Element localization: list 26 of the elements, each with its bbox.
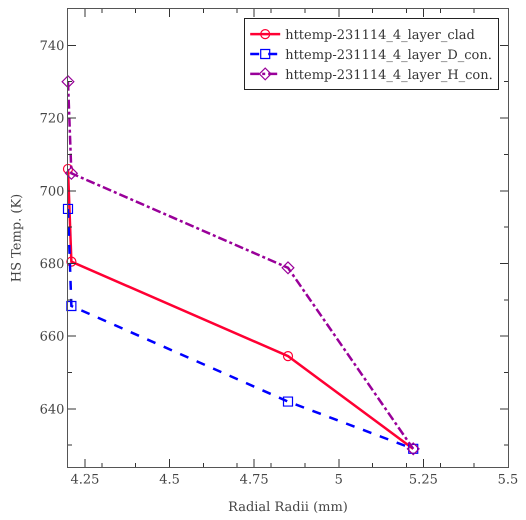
x-tick-label: 5 — [334, 472, 343, 488]
legend-label: httemp-231114_4_layer_D_con. — [285, 48, 492, 64]
point — [62, 164, 74, 174]
point — [282, 351, 294, 362]
y-axis-title: HS Temp. (K) — [10, 194, 25, 282]
point — [282, 261, 294, 274]
point — [66, 300, 76, 312]
x-tick-label: 4.5 — [159, 472, 180, 488]
y-tick-label: 740 — [40, 38, 64, 54]
legend-label: httemp-231114_4_layer_H_con. — [285, 68, 493, 83]
point — [62, 204, 74, 214]
point — [66, 256, 76, 267]
x-axis-title: Radial Radii (mm) — [228, 500, 348, 516]
y-tick-label: 720 — [40, 112, 64, 127]
x-tick-label: 5.25 — [408, 472, 438, 488]
x-tick-label: 4.25 — [70, 472, 100, 488]
point — [64, 166, 78, 180]
point — [282, 396, 294, 407]
x-tick-label: 5.5 — [498, 472, 518, 488]
x-tick-label: 4.75 — [240, 472, 269, 488]
point — [62, 75, 74, 88]
y-tick-label: 700 — [40, 184, 64, 200]
y-tick-label: 640 — [40, 402, 64, 418]
y-tick-label: 660 — [40, 330, 64, 345]
legend-label: httemp-231114_4_layer_clad — [285, 28, 475, 44]
y-tick-label: 680 — [40, 256, 64, 272]
